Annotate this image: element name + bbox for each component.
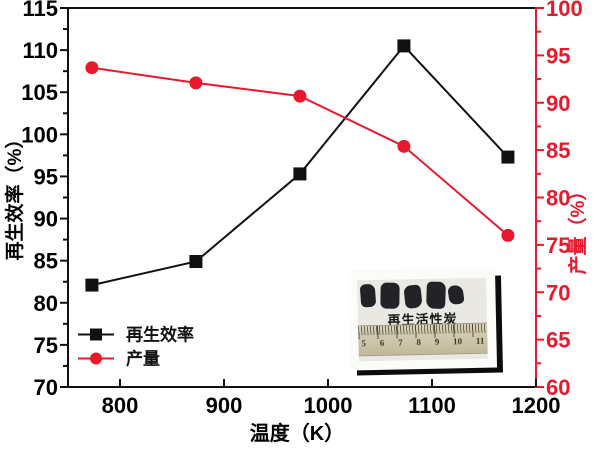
data-point-square-marker bbox=[293, 167, 307, 181]
legend-label: 产量 bbox=[126, 349, 160, 369]
right-axis-tick-label: 95 bbox=[546, 43, 570, 68]
ruler-number: 10 bbox=[453, 336, 463, 347]
x-axis-tick-label: 1000 bbox=[304, 393, 353, 418]
data-point-circle-marker bbox=[397, 139, 411, 153]
x-axis-tick-label: 900 bbox=[206, 393, 243, 418]
ruler-number: 8 bbox=[416, 337, 422, 348]
x-axis-tick-label: 800 bbox=[102, 393, 139, 418]
x-axis-title: 温度（K） bbox=[250, 421, 344, 445]
ruler: 5 6 7 8 9 10 11 bbox=[358, 322, 488, 357]
carbon-piece bbox=[426, 281, 446, 310]
left-axis-title: 再生效率（%） bbox=[3, 130, 26, 261]
legend-label: 再生效率 bbox=[126, 325, 194, 345]
carbon-piece bbox=[403, 284, 423, 310]
right-axis-tick-label: 85 bbox=[546, 138, 570, 163]
data-point-square-marker bbox=[501, 150, 515, 164]
left-axis-tick-label: 105 bbox=[21, 80, 58, 105]
carbon-piece bbox=[447, 284, 465, 306]
ruler-number: 6 bbox=[379, 337, 385, 348]
left-axis-tick-label: 75 bbox=[34, 333, 58, 358]
left-axis-tick-label: 90 bbox=[34, 207, 58, 232]
data-point-circle-marker bbox=[85, 61, 99, 75]
right-axis-tick-label: 80 bbox=[546, 186, 570, 211]
left-axis-tick-label: 95 bbox=[34, 164, 58, 189]
ruler-number: 9 bbox=[434, 336, 440, 347]
ruler-numbers: 5 6 7 8 9 10 11 bbox=[361, 336, 484, 349]
series-line-regeneration-efficiency bbox=[91, 44, 509, 287]
x-axis-tick-label: 1200 bbox=[512, 393, 561, 418]
ruler-number: 5 bbox=[361, 338, 367, 349]
data-point-square-marker bbox=[397, 39, 411, 53]
ruler-number: 7 bbox=[398, 337, 403, 348]
left-axis-tick-label: 85 bbox=[34, 249, 58, 274]
data-point-square-marker bbox=[189, 255, 203, 269]
data-point-circle-marker bbox=[189, 76, 203, 90]
right-axis-tick-label: 70 bbox=[546, 280, 570, 305]
left-axis-tick-label: 100 bbox=[21, 122, 58, 147]
right-axis-tick-label: 65 bbox=[546, 328, 570, 353]
left-axis-tick-label: 70 bbox=[34, 375, 58, 400]
legend-circle-marker bbox=[90, 352, 102, 365]
right-axis-tick-label: 90 bbox=[546, 91, 570, 116]
right-axis-tick-label: 100 bbox=[546, 0, 583, 21]
left-axis-tick-label: 115 bbox=[23, 0, 59, 21]
left-axis-tick-label: 80 bbox=[34, 291, 58, 316]
data-point-circle-marker bbox=[501, 228, 515, 242]
data-point-square-marker bbox=[85, 278, 99, 292]
ruler-number: 11 bbox=[475, 335, 485, 346]
inset-photo-area: 再生活性炭 5 6 7 8 9 10 11 bbox=[357, 277, 488, 362]
carbon-piece bbox=[359, 283, 377, 308]
inset-photo: 再生活性炭 5 6 7 8 9 10 11 bbox=[347, 267, 498, 371]
legend-square-marker bbox=[90, 328, 102, 341]
right-axis-title: 产量（%） bbox=[566, 182, 589, 275]
right-axis-tick-label: 75 bbox=[546, 233, 570, 258]
data-point-circle-marker bbox=[293, 89, 307, 103]
left-axis-tick-label: 110 bbox=[23, 38, 59, 63]
carbon-pieces bbox=[357, 278, 486, 310]
x-axis-tick-label: 1100 bbox=[408, 393, 456, 418]
carbon-piece bbox=[380, 282, 400, 309]
right-axis-tick-label: 60 bbox=[546, 375, 570, 400]
